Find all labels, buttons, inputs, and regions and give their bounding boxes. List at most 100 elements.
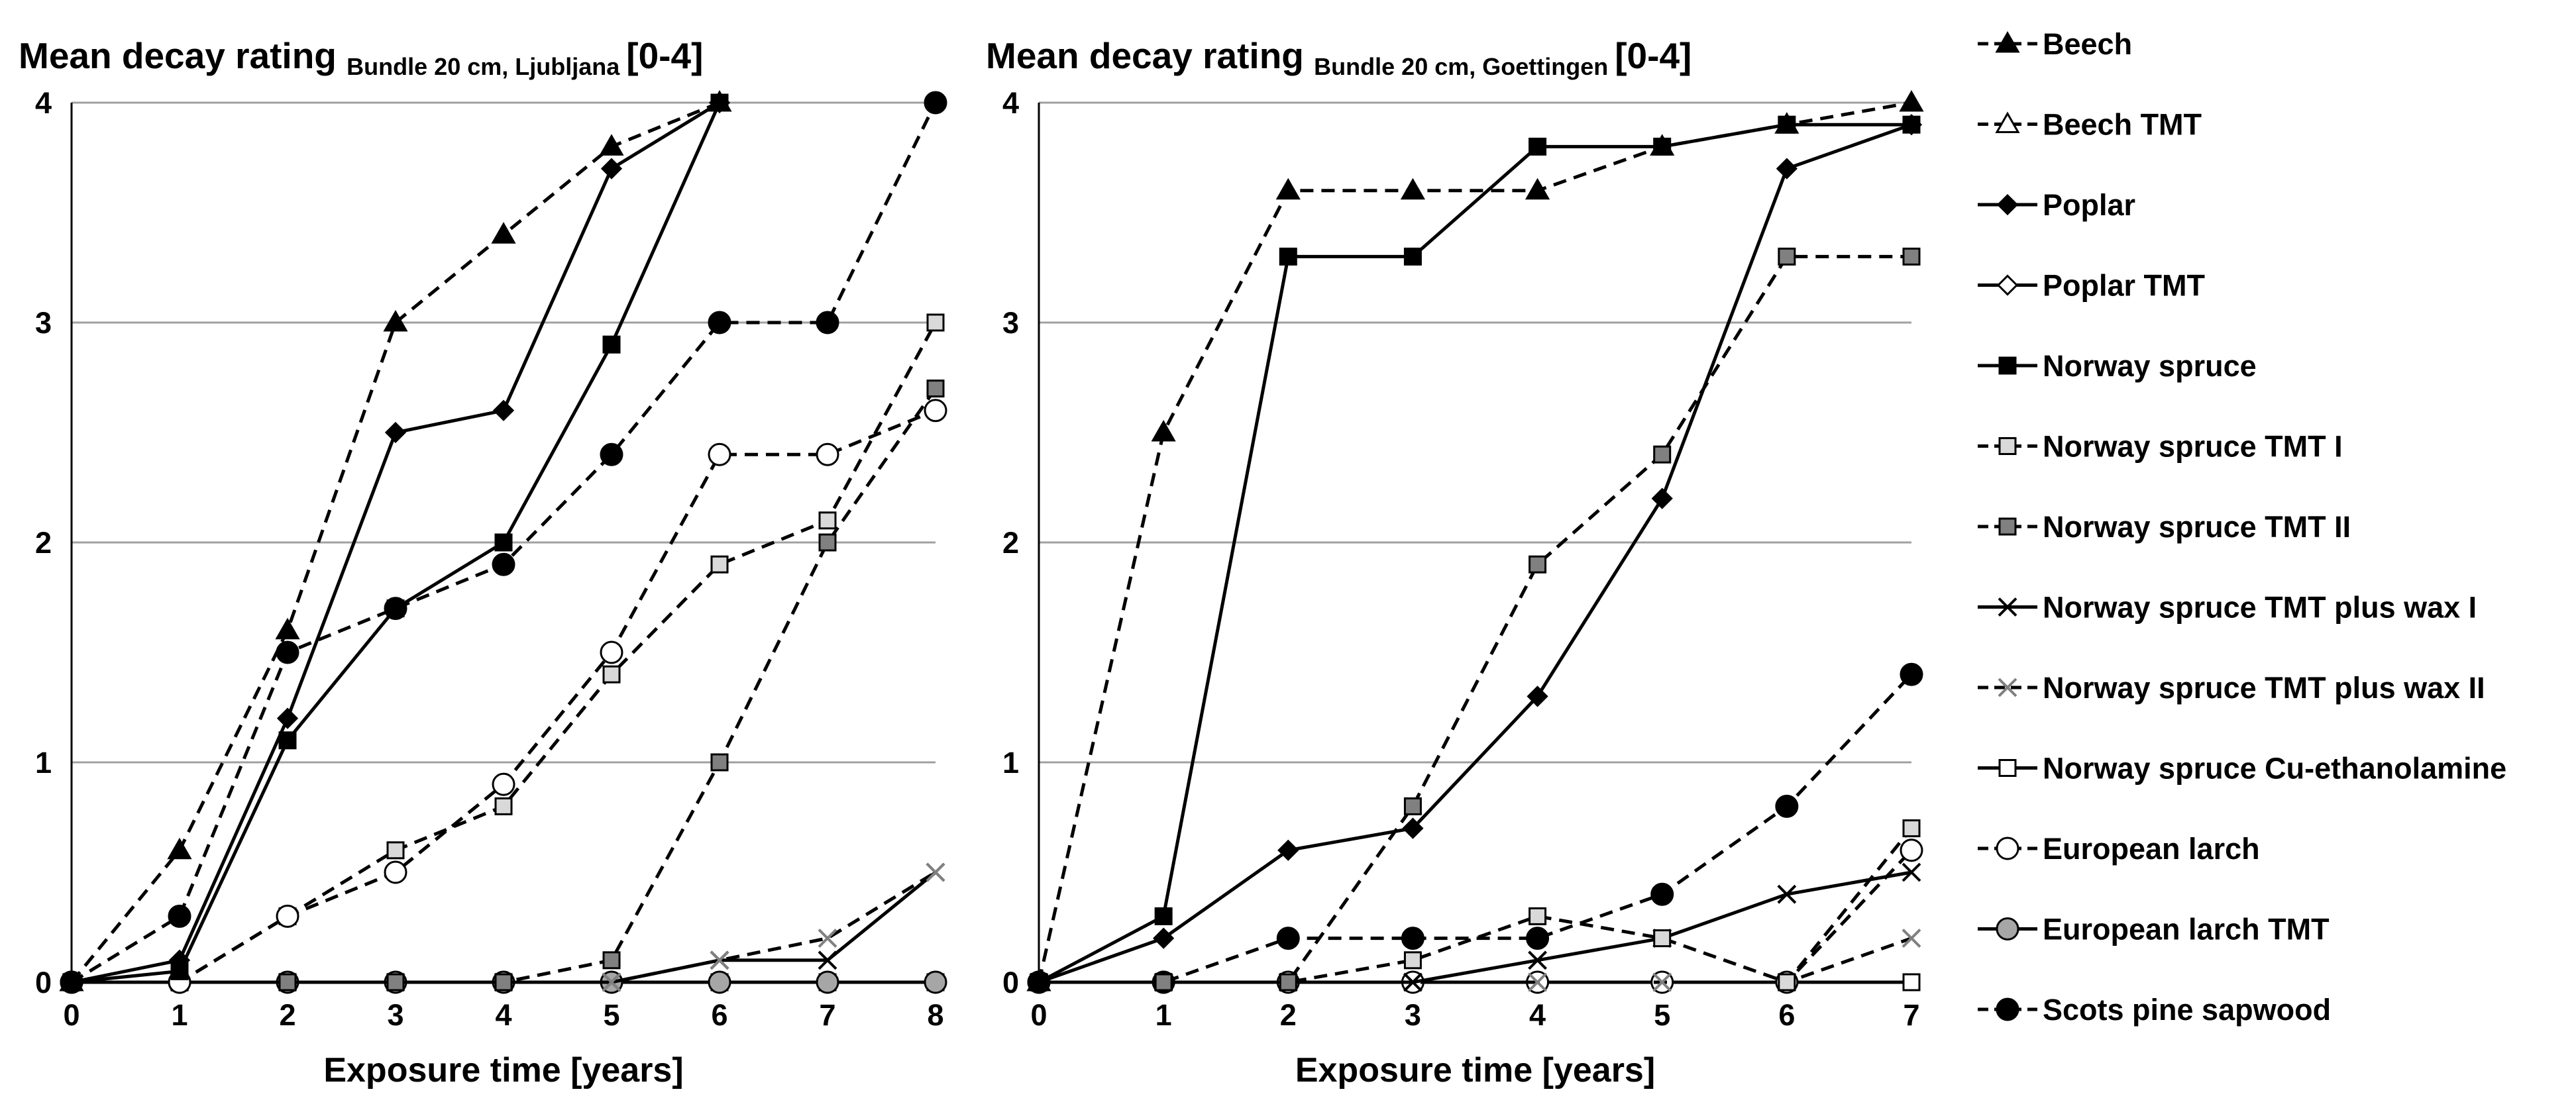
data-point [1529, 137, 1547, 156]
data-point [494, 973, 513, 991]
legend-label: Norway spruce TMT II [2043, 510, 2351, 544]
y-tick-label: 3 [1002, 306, 1019, 340]
data-point [491, 222, 516, 244]
data-point [1775, 794, 1799, 818]
data-point [384, 860, 407, 884]
data-point [600, 158, 623, 179]
y-tick-label: 0 [35, 966, 52, 999]
legend-label: Norway spruce TMT I [2043, 430, 2343, 464]
y-tick-label: 1 [35, 746, 52, 780]
x-tick-label: 8 [927, 998, 943, 1032]
legend-item-norway-spruce-tmt-plus-wax-ii: Norway spruce TMT plus wax II [1978, 671, 2485, 705]
data-point [492, 552, 515, 576]
x-tick-label: 7 [1903, 998, 1919, 1032]
data-point [1279, 247, 1297, 266]
data-point [276, 707, 299, 729]
data-point [383, 309, 408, 332]
data-point [492, 399, 515, 421]
x-tick-label: 5 [603, 998, 619, 1032]
data-point [710, 950, 729, 970]
data-point [1279, 973, 1297, 991]
series-line [1039, 937, 1912, 984]
series-european-larch [60, 399, 947, 994]
data-point [818, 533, 837, 552]
legend-label: Poplar TMT [2043, 269, 2205, 303]
x-tick-label: 2 [1280, 998, 1297, 1032]
legend-marker [1996, 997, 2019, 1021]
series-line [1039, 827, 1913, 984]
legend-item-scots-pine-sapwood: Scots pine sapwood [1978, 993, 2331, 1027]
data-point [1777, 884, 1797, 904]
data-point [1651, 487, 1673, 509]
data-point [1026, 969, 1051, 991]
legend-item-poplar-tmt: Poplar TMT [1978, 269, 2205, 303]
chart-title: Mean decay rating Bundle 20 cm, Goetting… [986, 35, 1691, 80]
legend-marker [1996, 837, 2019, 860]
legend-label: European larch [2043, 832, 2260, 866]
legend-item-european-larch: European larch [1978, 832, 2260, 866]
data-point [816, 311, 839, 334]
data-point [1275, 178, 1301, 200]
legend-item-norway-spruce-cu-ethanolamine: Norway spruce Cu-ethanolamine [1978, 752, 2506, 786]
data-point [1276, 927, 1300, 950]
series-line [1037, 101, 1912, 983]
data-point [1902, 862, 1921, 882]
data-point [1154, 973, 1173, 991]
data-point [1899, 89, 1924, 112]
data-point [1403, 972, 1422, 992]
data-point [1529, 555, 1547, 574]
legend-label: Norway spruce Cu-ethanolamine [2043, 752, 2506, 786]
data-point [926, 313, 945, 332]
data-point [1528, 950, 1547, 970]
data-point [818, 929, 837, 948]
x-axis-title: Exposure time [years] [1295, 1051, 1655, 1090]
data-point [924, 91, 947, 115]
data-point [602, 951, 621, 970]
legend-marker [1995, 111, 2020, 133]
y-tick-label: 0 [1002, 966, 1019, 999]
legend-label: Norway spruce [2043, 349, 2257, 383]
data-point [275, 617, 300, 640]
data-point [168, 904, 191, 928]
data-point [1153, 927, 1175, 949]
data-point [1900, 838, 1923, 862]
y-tick-label: 2 [35, 526, 52, 560]
y-tick-label: 3 [35, 306, 52, 340]
data-point [1776, 158, 1798, 179]
legend-label: Norway spruce TMT plus wax I [2043, 591, 2477, 625]
data-point [818, 950, 837, 970]
x-axis-title: Exposure time [years] [323, 1051, 683, 1090]
legend-item-beech-tmt: Beech TMT [1978, 108, 2202, 142]
data-point [1900, 662, 1923, 686]
data-point [924, 399, 947, 423]
series-line [1039, 673, 1913, 984]
data-point [1527, 686, 1548, 707]
legend-marker [1998, 437, 2017, 455]
data-point [1154, 907, 1173, 925]
data-point [1778, 247, 1796, 266]
legend-item-european-larch-tmt: European larch TMT [1978, 913, 2330, 946]
legend-item-norway-spruce: Norway spruce [1978, 349, 2257, 383]
data-point [492, 772, 515, 796]
series-beech [59, 89, 732, 991]
legend-label: Norway spruce TMT plus wax II [2043, 671, 2485, 705]
legend-marker [1998, 759, 2017, 777]
legend-marker [1996, 193, 2019, 216]
data-point [276, 904, 299, 928]
data-point [1774, 112, 1799, 134]
legend-label: Scots pine sapwood [2043, 993, 2331, 1027]
series-line [1038, 123, 1912, 984]
data-point [924, 970, 947, 994]
data-point [708, 442, 731, 466]
x-tick-label: 4 [1529, 998, 1546, 1032]
y-tick-label: 2 [1002, 526, 1019, 560]
data-point [600, 442, 623, 466]
legend-marker [1998, 678, 2017, 697]
legend-item-beech: Beech [1978, 27, 2132, 61]
data-point [1400, 178, 1426, 200]
data-point [1402, 817, 1424, 839]
chart-title: Mean decay rating Bundle 20 cm, Ljubljan… [19, 35, 703, 80]
data-point [600, 640, 623, 664]
data-point [278, 973, 297, 991]
